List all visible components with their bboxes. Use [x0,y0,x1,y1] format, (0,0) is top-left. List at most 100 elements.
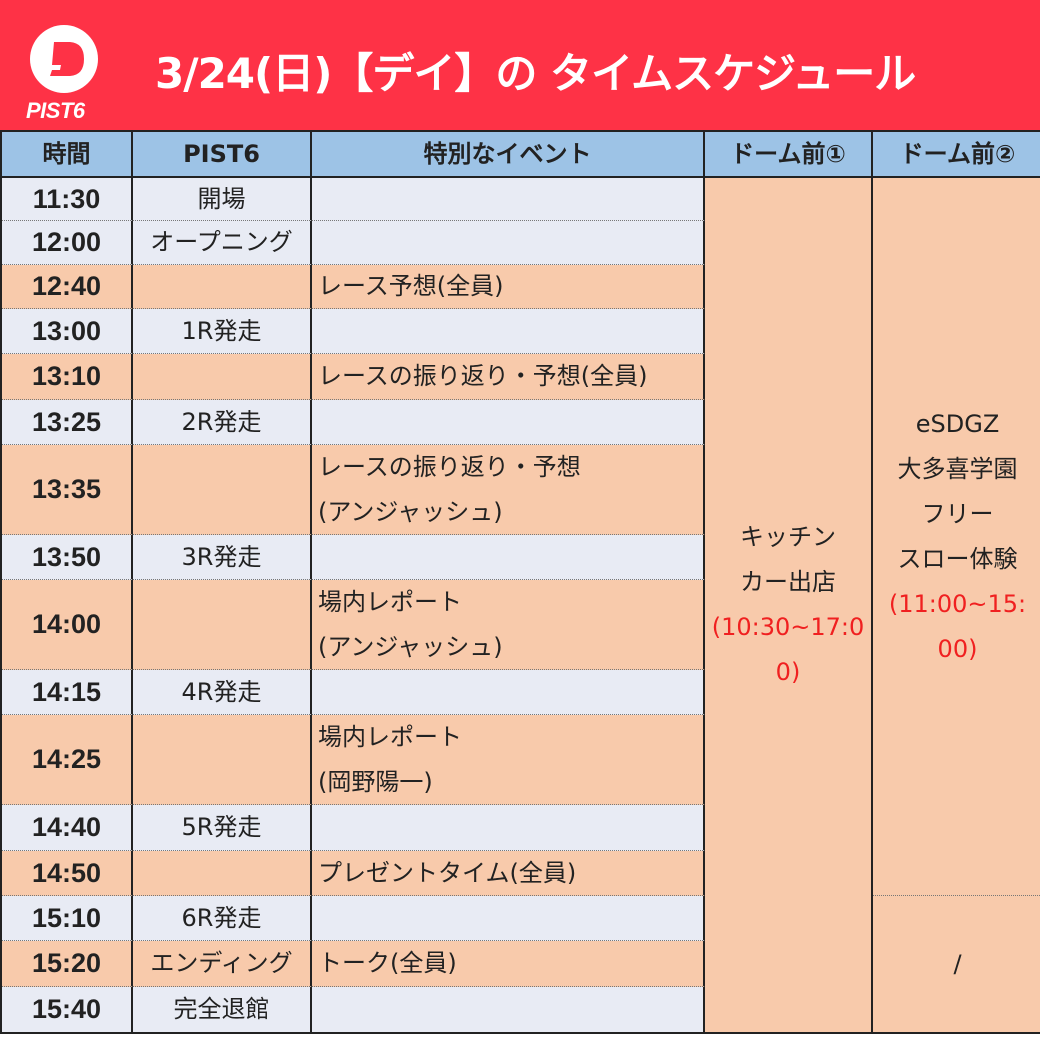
pist6-label: 開場 [197,184,246,213]
event-cell [312,987,705,1032]
pist6-label: エンディング [150,949,293,977]
time-cell: 13:50 [2,535,133,580]
dome1-cell: キッチンカー出店 (10:30~17:0 0) [705,178,873,1032]
pist6-label: 3R発走 [181,542,262,571]
pist6-cell: オープニング [133,221,312,265]
dome2-after-label: / [953,949,962,978]
dome1-line: カー出店 [740,568,836,596]
dome2-hours: (11:00~15: [888,589,1027,618]
pist6-cell: エンディング [133,941,312,987]
event-cell [312,535,705,580]
pist6-label: 2R発走 [181,407,262,436]
time-cell: 13:00 [2,309,133,354]
pist6-cell: 4R発走 [133,670,312,715]
column-header-label: 時間 [42,139,91,168]
pist6-label: 4R発走 [181,677,262,706]
event-cell [312,896,705,941]
pist6-cell [133,354,312,400]
event-cell [312,221,705,265]
event-cell: レース予想(全員) [312,265,705,309]
time-cell: 13:35 [2,445,133,535]
time-cell: 15:10 [2,896,133,941]
event-cell: トーク(全員) [312,941,705,987]
pist6-cell: 3R発走 [133,535,312,580]
pist6-logo [30,25,98,93]
time-label: 12:00 [31,227,102,257]
schedule-table: 時間 PIST6 特別なイベント ドーム前① ドーム前② 11:30 開場 12:00 オープニ… [0,130,1040,1034]
time-cell: 13:25 [2,400,133,445]
time-label: 14:25 [31,744,102,774]
event-line: トーク(全員) [318,949,457,977]
dome2-cell: eSDGZ 大多喜学園フリースロー体験 (11:00~15: 00) [873,178,1040,896]
dome1-hours: (10:30~17:0 [711,613,865,641]
pist6-label: 完全退館 [173,995,270,1023]
dome1-hours: 0) [775,658,801,686]
column-header: 特別なイベント [312,130,705,178]
time-cell: 12:00 [2,221,133,265]
event-line: プレゼントタイム(全員) [318,858,577,887]
event-line: (アンジャッシュ) [318,632,503,661]
event-line: 場内レポート [318,722,462,751]
column-header-label: PIST6 [183,139,260,168]
event-line: 場内レポート [318,587,462,616]
time-label: 14:15 [31,676,102,707]
event-cell [312,670,705,715]
pist6-cell [133,265,312,309]
pist6-cell: 開場 [133,178,312,221]
column-header-label: 特別なイベント [423,139,592,168]
time-label: 13:00 [31,315,102,346]
time-cell: 14:25 [2,715,133,805]
column-header-label: ドーム前② [899,139,1016,168]
event-cell: プレゼントタイム(全員) [312,851,705,896]
event-cell [312,805,705,851]
time-label: 15:10 [31,902,102,933]
time-label: 15:20 [31,948,102,978]
dome2-line: フリー [921,499,994,528]
time-label: 13:35 [31,474,102,504]
time-cell: 13:10 [2,354,133,400]
pist6-cell: 完全退館 [133,987,312,1032]
event-line: (アンジャッシュ) [318,497,503,526]
event-cell: 場内レポート (岡野陽一) [312,715,705,805]
column-header: ドーム前① [705,130,873,178]
dome2-hours: 00) [937,634,978,663]
column-header: PIST6 [133,130,312,178]
event-line: レースの振り返り・予想 [318,452,581,481]
pist6-label: 5R発走 [181,813,262,841]
pist6-cell: 6R発走 [133,896,312,941]
column-header: ドーム前② [873,130,1040,178]
pist6-cell [133,715,312,805]
event-cell: レースの振り返り・予想(全員) [312,354,705,400]
column-header: 時間 [2,130,133,178]
dome2-line: 大多喜学園 [897,454,1018,483]
header: PIST6 3/24(日)【デイ】の タイムスケジュール [0,0,1040,130]
time-cell: 11:30 [2,178,133,221]
time-label: 14:50 [31,857,102,888]
pist6-cell: 2R発走 [133,400,312,445]
pist6-cell [133,445,312,535]
pist6-label: 1R発走 [181,316,262,345]
pist6-label: オープニング [150,228,293,256]
time-label: 14:40 [31,812,102,842]
event-cell [312,178,705,221]
time-label: 13:50 [31,541,102,572]
time-cell: 14:00 [2,580,133,670]
time-label: 14:00 [31,609,102,639]
pist6-cell [133,580,312,670]
time-cell: 14:15 [2,670,133,715]
dome2-line: eSDGZ [915,409,1000,438]
pist6-cell: 1R発走 [133,309,312,354]
time-cell: 15:40 [2,987,133,1032]
logo-text: PIST6 [26,98,85,123]
event-line: (岡野陽一) [318,767,433,796]
time-cell: 14:40 [2,805,133,851]
dome2-line: スロー体験 [897,544,1018,573]
time-label: 15:40 [31,994,102,1024]
dome1-line: キッチン [740,523,836,551]
pist6-cell: 5R発走 [133,805,312,851]
column-header-label: ドーム前① [730,139,846,168]
event-line: レースの振り返り・予想(全員) [318,362,648,390]
time-label: 13:25 [31,406,102,437]
time-cell: 12:40 [2,265,133,309]
dome2-after-cell: / [873,896,1040,1032]
